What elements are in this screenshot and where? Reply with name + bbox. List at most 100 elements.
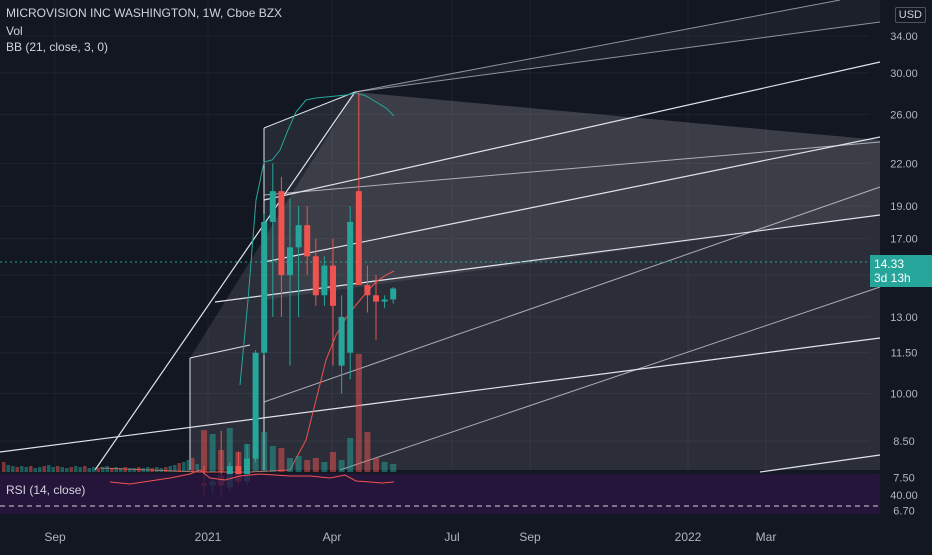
volume-bar bbox=[321, 462, 328, 472]
volume-bar bbox=[33, 468, 37, 472]
fan-line bbox=[263, 91, 356, 129]
candle-body[interactable] bbox=[304, 225, 311, 257]
volume-bar bbox=[173, 465, 177, 472]
x-tick-label: 2021 bbox=[195, 530, 222, 544]
fan-line bbox=[354, 21, 881, 93]
y-tick-label: 17.00 bbox=[890, 234, 918, 246]
vol-legend[interactable]: Vol bbox=[6, 24, 23, 38]
fan-line bbox=[189, 344, 251, 359]
candle-body[interactable] bbox=[390, 288, 397, 300]
candle-body[interactable] bbox=[373, 295, 379, 302]
y-tick-label: 10.00 bbox=[890, 389, 918, 401]
fan-drawing[interactable] bbox=[0, 0, 881, 473]
volume-bar bbox=[355, 354, 362, 472]
volume-bar bbox=[146, 467, 150, 472]
x-tick-label: 2022 bbox=[675, 530, 702, 544]
y-tick-label: 7.50 bbox=[893, 472, 914, 484]
volume-bar bbox=[195, 464, 199, 472]
fan-line bbox=[263, 186, 881, 403]
fan-line bbox=[94, 91, 356, 471]
candle-body[interactable] bbox=[244, 458, 250, 482]
y-tick-label: 30.00 bbox=[890, 68, 918, 80]
volume-bar bbox=[92, 467, 96, 472]
y-tick-label: 26.00 bbox=[890, 110, 918, 122]
volume-bar bbox=[83, 466, 87, 472]
y-tick-label: 13.00 bbox=[890, 312, 918, 324]
y-tick-label: 19.00 bbox=[890, 201, 918, 213]
volume-bar bbox=[373, 458, 379, 472]
volume-bar bbox=[295, 456, 302, 472]
volume-bar bbox=[114, 467, 118, 472]
candle-body[interactable] bbox=[381, 299, 388, 302]
volume-bar bbox=[11, 466, 15, 472]
volume-bar bbox=[110, 468, 114, 472]
x-tick-label: Jul bbox=[444, 530, 459, 544]
x-tick-label: Mar bbox=[756, 530, 777, 544]
volume-bar bbox=[364, 432, 371, 472]
candle-body[interactable] bbox=[312, 256, 319, 296]
volume-bar bbox=[123, 467, 127, 472]
volume-bar bbox=[381, 462, 388, 472]
volume-bar bbox=[51, 467, 55, 472]
volume-bar bbox=[390, 464, 397, 472]
x-tick-label: Sep bbox=[519, 530, 541, 544]
volume-bar bbox=[65, 468, 69, 472]
volume-bar bbox=[101, 467, 105, 472]
volume-bar bbox=[269, 446, 276, 472]
y-tick-label: 22.00 bbox=[890, 158, 918, 170]
volume-bar bbox=[15, 467, 19, 472]
y-tick-label: 6.70 bbox=[893, 505, 914, 517]
candle-body[interactable] bbox=[355, 191, 362, 286]
volume-bar bbox=[24, 467, 28, 472]
currency-label[interactable]: USD bbox=[894, 7, 926, 23]
volume-bar bbox=[119, 468, 123, 472]
x-tick-label: Sep bbox=[44, 530, 66, 544]
candle-body[interactable] bbox=[330, 265, 336, 306]
volume-bar bbox=[226, 428, 233, 472]
candle-body[interactable] bbox=[364, 285, 371, 296]
bb-legend[interactable]: BB (21, close, 3, 0) bbox=[6, 40, 109, 54]
volume-bar bbox=[42, 466, 46, 472]
volume-bar bbox=[38, 467, 42, 472]
candle-body[interactable] bbox=[278, 191, 285, 276]
volume-bar bbox=[261, 432, 268, 472]
candle-body[interactable] bbox=[235, 466, 242, 482]
symbol-title[interactable]: MICROVISION INC WASHINGTON, 1W, Cboe BZX bbox=[6, 6, 283, 20]
candle-body[interactable] bbox=[252, 352, 259, 459]
volume-bar bbox=[87, 468, 91, 472]
fan-line bbox=[263, 61, 881, 201]
volume-bar bbox=[186, 460, 190, 472]
bb-upper-line bbox=[239, 92, 395, 386]
volume-bar bbox=[78, 467, 82, 472]
volume-bar bbox=[177, 463, 181, 472]
volume-bar bbox=[141, 468, 145, 472]
y-tick-label: 8.50 bbox=[893, 436, 914, 448]
candle-body[interactable] bbox=[295, 225, 302, 248]
candle-body[interactable] bbox=[261, 221, 268, 353]
candle-body[interactable] bbox=[269, 191, 276, 222]
volume-bar bbox=[69, 467, 73, 472]
fan-fill-lower bbox=[264, 92, 880, 300]
volume-bar bbox=[137, 467, 141, 472]
rsi-tick-label: 40.00 bbox=[890, 490, 918, 502]
volume-bar bbox=[6, 465, 10, 472]
volume-bar bbox=[330, 452, 336, 472]
volume-bar bbox=[105, 466, 109, 472]
candle-body[interactable] bbox=[287, 247, 293, 276]
volume-bar bbox=[347, 438, 354, 472]
volume-bar bbox=[155, 467, 159, 472]
candle-body[interactable] bbox=[338, 316, 345, 366]
volume-bar bbox=[56, 466, 60, 472]
volume-bar bbox=[60, 467, 64, 472]
fan-line bbox=[354, 0, 841, 93]
rsi-legend[interactable]: RSI (14, close) bbox=[6, 483, 86, 497]
last-price-value: 14.33 bbox=[874, 257, 905, 271]
candle-body[interactable] bbox=[347, 221, 354, 353]
volume-bar bbox=[128, 468, 132, 472]
candle-body[interactable] bbox=[321, 265, 328, 296]
volume-bar bbox=[96, 468, 100, 472]
last-price-badge: 14.33 3d 13h bbox=[870, 255, 932, 287]
time-axis[interactable]: Sep 2021 Apr Jul Sep 2022 Mar bbox=[44, 530, 776, 544]
